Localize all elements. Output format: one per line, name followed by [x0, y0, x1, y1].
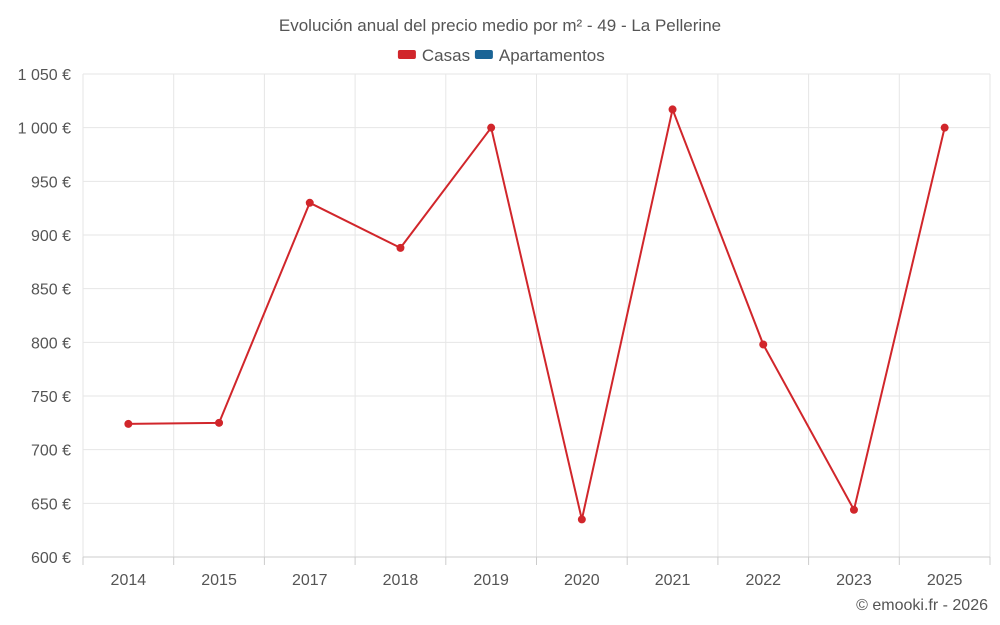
- y-tick-label: 850 €: [31, 282, 71, 299]
- data-point[interactable]: [215, 418, 224, 427]
- y-tick-label: 1 050 €: [18, 67, 71, 84]
- series-layer: [124, 105, 949, 524]
- y-tick-label: 950 €: [31, 174, 71, 191]
- legend-label[interactable]: Apartamentos: [499, 46, 605, 65]
- legend-swatch: [397, 50, 416, 59]
- data-point[interactable]: [305, 198, 314, 207]
- x-gridlines: [82, 74, 991, 557]
- legend-swatch: [474, 50, 493, 59]
- x-tick-label: 2015: [201, 572, 237, 589]
- y-tick-label: 650 €: [31, 496, 71, 513]
- y-axis-labels: 600 € 650 € 700 € 750 € 800 € 850 € 900 € 950 €…: [18, 67, 71, 567]
- x-tick-label: 2018: [383, 572, 419, 589]
- x-tick-label: 2025: [927, 572, 963, 589]
- series-line: [128, 108, 946, 521]
- x-tick-label: 2017: [292, 572, 328, 589]
- y-tick-label: 1 000 €: [18, 121, 71, 138]
- x-tick-label: 2014: [111, 572, 147, 589]
- x-tick-label: 2019: [473, 572, 509, 589]
- data-point[interactable]: [940, 123, 949, 132]
- chart-title: Evolución anual del precio medio por m² …: [279, 16, 721, 35]
- y-tick-label: 900 €: [31, 228, 71, 245]
- y-tick-label: 700 €: [31, 443, 71, 460]
- x-axis-ticks: [82, 557, 991, 565]
- data-point[interactable]: [849, 505, 858, 514]
- y-tick-label: 750 €: [31, 389, 71, 406]
- data-point[interactable]: [668, 105, 677, 114]
- data-point[interactable]: [124, 419, 133, 428]
- y-tick-label: 800 €: [31, 335, 71, 352]
- legend-label[interactable]: Casas: [422, 46, 470, 65]
- y-tick-label: 600 €: [31, 550, 71, 567]
- x-tick-label: 2022: [745, 572, 781, 589]
- data-point[interactable]: [759, 340, 768, 349]
- x-axis-labels: 2014 2015 2017 2018 2019 2020 2021 2022 2023 2025: [111, 572, 963, 589]
- data-point[interactable]: [577, 515, 586, 524]
- data-point[interactable]: [487, 123, 496, 132]
- chart-credit: © emooki.fr - 2026: [856, 597, 988, 614]
- data-point[interactable]: [396, 243, 405, 252]
- x-tick-label: 2021: [655, 572, 691, 589]
- x-tick-label: 2023: [836, 572, 872, 589]
- x-tick-label: 2020: [564, 572, 600, 589]
- legend: Casas Apartamentos: [397, 46, 605, 65]
